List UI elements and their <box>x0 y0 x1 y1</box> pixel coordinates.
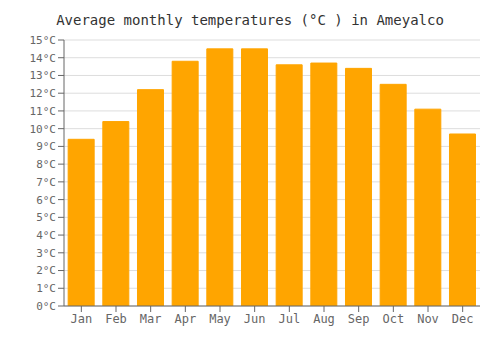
svg-text:Sep: Sep <box>348 312 370 326</box>
html-text:Average monthly temperatures (: Average monthly temperatures (°C ) in Am… <box>56 12 444 28</box>
svg-text:9°C: 9°C <box>36 140 56 153</box>
svg-text:Feb: Feb <box>105 312 127 326</box>
svg-text:8°C: 8°C <box>36 158 56 171</box>
svg-text:Jan: Jan <box>70 312 92 326</box>
svg-text:Oct: Oct <box>382 312 404 326</box>
svg-text:Nov: Nov <box>417 312 439 326</box>
svg-text:0°C: 0°C <box>36 300 56 313</box>
svg-text:15°C: 15°C <box>30 34 57 47</box>
svg-text:12°C: 12°C <box>30 87 57 100</box>
svg-text:Jul: Jul <box>278 312 300 326</box>
svg-text:1°C: 1°C <box>36 282 56 295</box>
svg-text:10°C: 10°C <box>30 123 57 136</box>
svg-text:Dec: Dec <box>452 312 474 326</box>
svg-text:Aug: Aug <box>313 312 335 326</box>
svg-text:7°C: 7°C <box>36 176 56 189</box>
svg-text:5°C: 5°C <box>36 211 56 224</box>
svg-text:May: May <box>209 312 231 326</box>
svg-text:4°C: 4°C <box>36 229 56 242</box>
svg-text:6°C: 6°C <box>36 194 56 207</box>
svg-text:3°C: 3°C <box>36 247 56 260</box>
svg-text:13°C: 13°C <box>30 69 57 82</box>
svg-text:14°C: 14°C <box>30 52 57 65</box>
svg-text:2°C: 2°C <box>36 264 56 277</box>
svg-text:Apr: Apr <box>174 312 196 326</box>
svg-text:Jun: Jun <box>244 312 266 326</box>
svg-text:Mar: Mar <box>140 312 162 326</box>
svg-text:11°C: 11°C <box>30 105 57 118</box>
